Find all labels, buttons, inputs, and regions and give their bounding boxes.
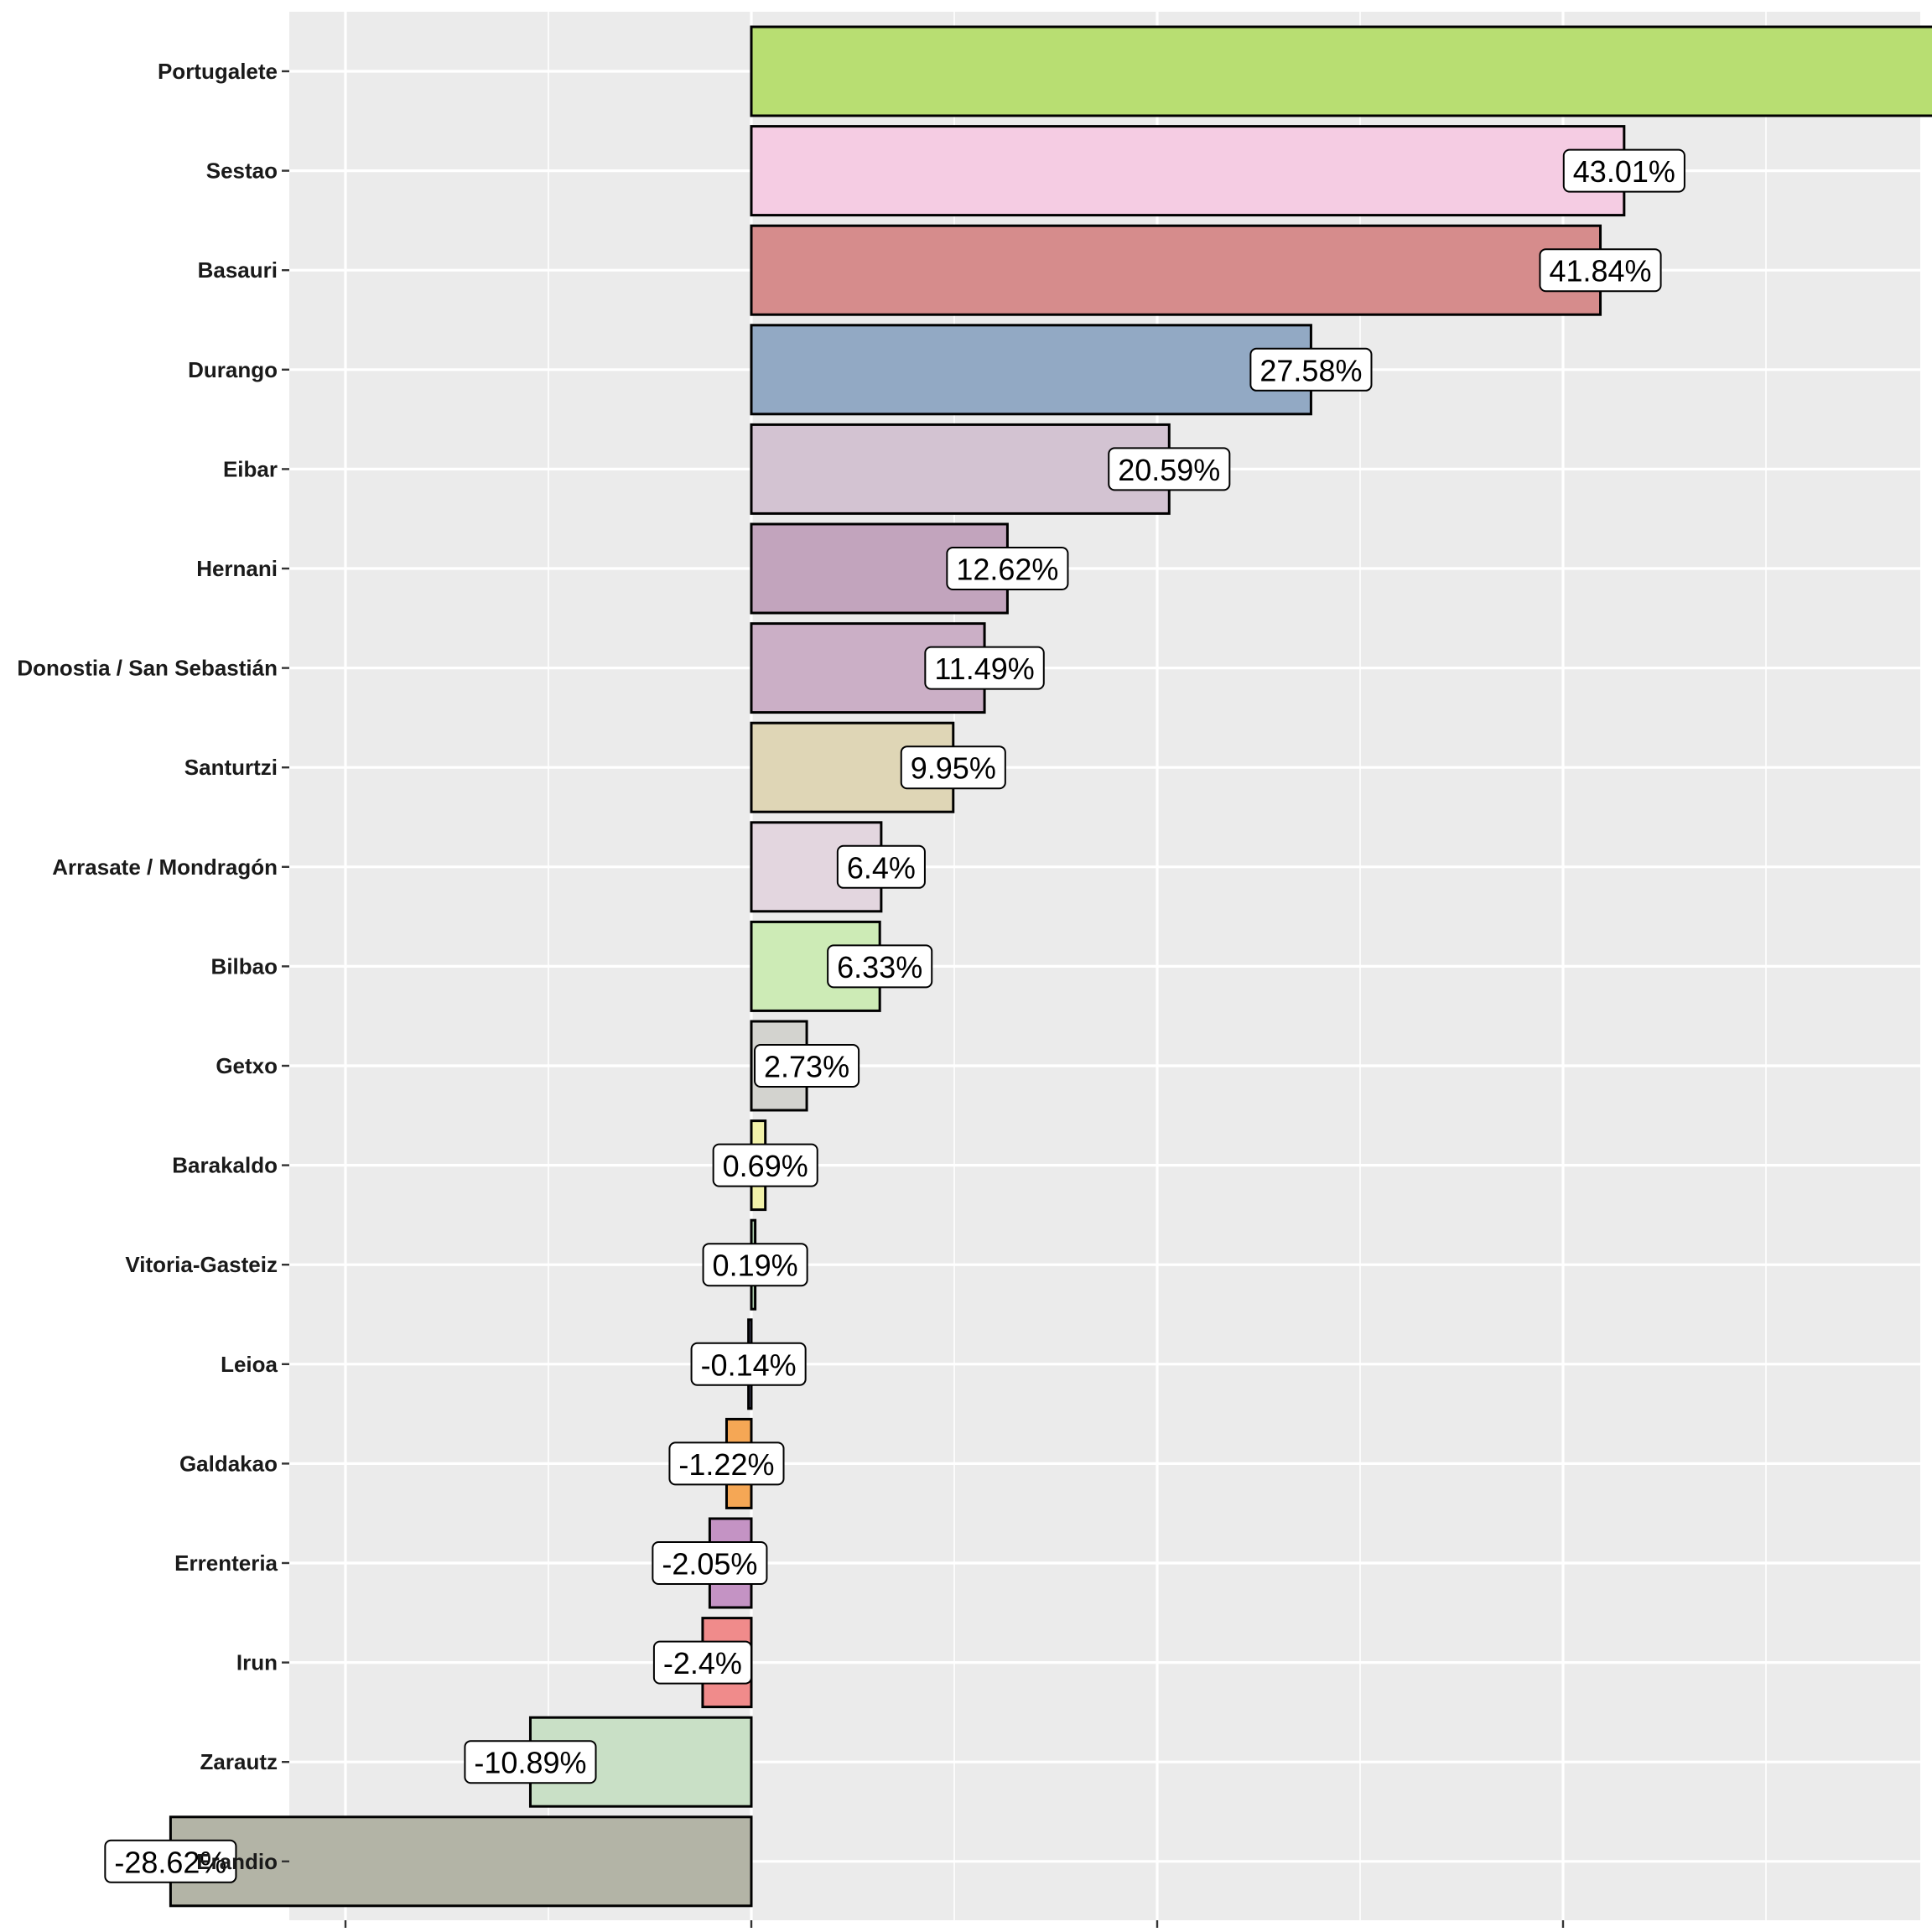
- y-tick-label: Santurtzi: [184, 755, 278, 780]
- data-label-box: [1108, 447, 1231, 491]
- y-tick-label: Galdakao: [179, 1451, 278, 1476]
- data-label-text: 2.73%: [764, 1050, 849, 1084]
- data-label-text: 20.59%: [1118, 453, 1220, 487]
- y-tick-label: Arrasate / Mondragón: [52, 854, 278, 880]
- data-label: 43.01%: [1562, 148, 1685, 193]
- data-label-text: -0.14%: [701, 1348, 797, 1382]
- data-label-box: [827, 944, 933, 989]
- data-label: 12.62%: [946, 547, 1069, 590]
- y-tick-label: Portugalete: [158, 59, 278, 84]
- data-label: 6.4%: [836, 844, 926, 889]
- data-labels: 81.39%43.01%41.84%27.58%20.59%12.62%11.4…: [104, 148, 1685, 1883]
- data-label-text: 9.95%: [911, 751, 996, 786]
- data-label-text: 41.84%: [1549, 254, 1651, 288]
- data-label: 0.69%: [712, 1143, 818, 1187]
- data-label: 27.58%: [1249, 347, 1373, 392]
- data-label-box: [900, 745, 1006, 790]
- data-label-text: 0.19%: [713, 1249, 798, 1283]
- data-label-text: -2.4%: [663, 1646, 742, 1680]
- data-label-box: [690, 1342, 807, 1386]
- data-label-box: [712, 1143, 818, 1187]
- data-label-text: 6.33%: [837, 950, 922, 984]
- data-label-box: [1249, 347, 1373, 392]
- data-label-box: [946, 547, 1069, 590]
- y-tick-label: Erandio: [196, 1849, 278, 1874]
- data-label: -2.4%: [652, 1640, 752, 1685]
- data-label: -28.62%: [104, 1839, 237, 1883]
- y-tick-label: Leioa: [221, 1352, 278, 1377]
- y-tick-label: Hernani: [196, 556, 278, 581]
- data-label-box: [652, 1541, 768, 1585]
- data-label: 2.73%: [754, 1044, 860, 1088]
- data-label-text: 27.58%: [1259, 353, 1362, 387]
- data-label: -2.05%: [652, 1541, 768, 1585]
- x-axis: [344, 1920, 1565, 1928]
- data-label-text: -1.22%: [678, 1447, 774, 1482]
- bar-durango: [750, 324, 1312, 416]
- y-tick-label: Irun: [236, 1650, 278, 1675]
- data-label: 11.49%: [924, 646, 1045, 690]
- data-label: -10.89%: [464, 1740, 597, 1784]
- data-label-text: 11.49%: [934, 652, 1034, 686]
- data-label-text: 0.69%: [723, 1149, 808, 1183]
- data-label-box: [668, 1441, 785, 1486]
- y-tick-label: Barakaldo: [172, 1153, 278, 1178]
- y-tick-label: Errenteria: [174, 1550, 278, 1576]
- data-label-text: 12.62%: [956, 553, 1058, 587]
- data-label-box: [924, 646, 1045, 690]
- data-label-text: -10.89%: [474, 1746, 586, 1780]
- y-axis: Portugalete Sestao Basauri Durango Eibar Hern…: [17, 59, 289, 1874]
- data-label: 9.95%: [900, 745, 1006, 790]
- data-label-box: [836, 844, 926, 889]
- y-tick-label: Durango: [188, 357, 278, 382]
- bar-sestao: [750, 125, 1626, 217]
- y-tick-label: Bilbao: [211, 953, 278, 979]
- data-label-text: 6.4%: [847, 850, 916, 885]
- data-label-box: [464, 1740, 597, 1784]
- y-tick-label: Sestao: [206, 158, 278, 184]
- y-tick-label: Vitoria-Gasteiz: [125, 1252, 278, 1277]
- y-tick-label: Getxo: [216, 1053, 278, 1078]
- data-label: 0.19%: [702, 1243, 808, 1287]
- data-label-box: [652, 1640, 752, 1685]
- bar-portugalete: [750, 25, 1932, 117]
- bar-erandio: [169, 1815, 753, 1908]
- data-label: -0.14%: [690, 1342, 807, 1386]
- data-label: 41.84%: [1539, 248, 1662, 293]
- data-label-box: [702, 1243, 808, 1287]
- bar-basauri: [750, 224, 1602, 316]
- data-label-text: -2.05%: [662, 1547, 757, 1581]
- data-label-box: [754, 1044, 860, 1088]
- y-tick-label: Donostia / San Sebastián: [17, 656, 278, 681]
- data-label-text: -28.62%: [114, 1845, 226, 1879]
- data-label-box: [1539, 248, 1662, 293]
- bar-eibar: [750, 423, 1171, 515]
- y-tick-label: Basauri: [198, 257, 278, 283]
- data-label-box: [1562, 148, 1685, 193]
- data-label: -1.22%: [668, 1441, 785, 1486]
- data-label-text: 43.01%: [1573, 154, 1675, 189]
- data-label-box: [104, 1839, 237, 1883]
- data-label: 6.33%: [827, 944, 933, 989]
- data-label: 20.59%: [1108, 447, 1231, 491]
- y-tick-label: Eibar: [223, 456, 278, 481]
- y-tick-label: Zarautz: [200, 1749, 278, 1774]
